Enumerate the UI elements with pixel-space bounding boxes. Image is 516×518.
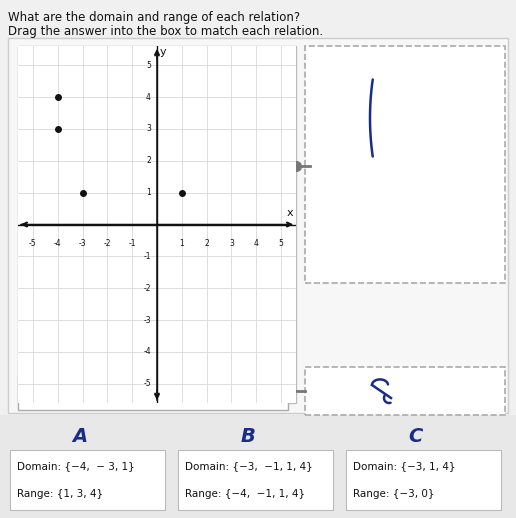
Text: -2: -2 [104,239,111,248]
Text: 1: 1 [146,188,151,197]
Text: -1: -1 [143,252,151,261]
Bar [0,415,516,518]
Text: 5: 5 [146,61,151,69]
Text: B: B [240,426,255,445]
Text: 2: 2 [204,239,209,248]
Text: 4: 4 [254,239,259,248]
Text: y: y [160,47,167,57]
Bar [346,450,501,510]
Text: -3: -3 [143,315,151,325]
Text: 2: 2 [146,156,151,165]
Text: -1: -1 [128,239,136,248]
Text: Domain: {−4,  − 3, 1}: Domain: {−4, − 3, 1} [17,461,135,471]
Text: x: x [286,208,293,219]
Text: 1: 1 [180,239,184,248]
Text: 3: 3 [229,239,234,248]
Text: Drag the answer into the box to match each relation.: Drag the answer into the box to match ea… [8,25,323,38]
Text: 5: 5 [279,239,284,248]
Text: C: C [409,426,423,445]
Bar [18,375,288,410]
Text: -3: -3 [79,239,86,248]
Text: Range: {−3, 0}: Range: {−3, 0} [353,489,434,499]
Text: -5: -5 [29,239,37,248]
Text: Domain: {−3,  −1, 1, 4}: Domain: {−3, −1, 1, 4} [185,461,313,471]
Text: -4: -4 [54,239,61,248]
Bar [18,46,296,403]
Text: A: A [72,426,87,445]
Text: 3: 3 [146,124,151,133]
Text: Range: {−4,  −1, 1, 4}: Range: {−4, −1, 1, 4} [185,489,305,499]
Text: -5: -5 [143,379,151,388]
Bar [8,38,508,413]
Text: Range: {1, 3, 4}: Range: {1, 3, 4} [17,489,103,499]
Bar [305,46,505,283]
Bar [178,450,333,510]
Bar [305,367,505,415]
Text: {(−4, 3),  (−4, 4),  (−3, 1),  (1, 1)}: {(−4, 3), (−4, 4), (−3, 1), (1, 1)} [26,387,224,397]
Text: -4: -4 [143,348,151,356]
Bar [10,450,165,510]
Text: 4: 4 [146,93,151,102]
Text: Domain: {−3, 1, 4}: Domain: {−3, 1, 4} [353,461,456,471]
Text: What are the domain and range of each relation?: What are the domain and range of each re… [8,11,300,24]
Text: -2: -2 [143,284,151,293]
